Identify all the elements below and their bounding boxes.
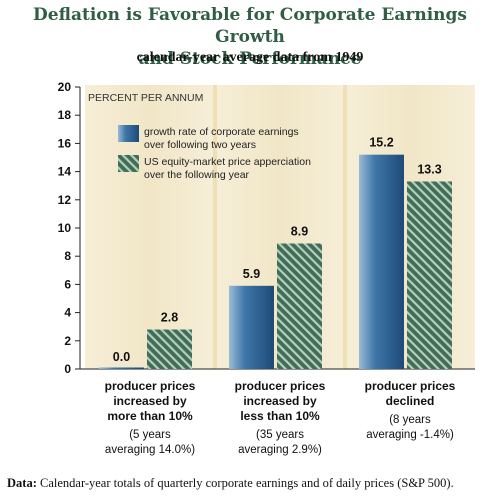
equity-appreciation-bar (147, 329, 192, 369)
legend-label-2: US equity-market price apperciation (144, 156, 311, 168)
chart-title-line-1: Deflation is Favorable for Corporate Ear… (33, 5, 467, 47)
y-tick-label: 6 (64, 277, 71, 291)
category-note: averaging -1.4%) (366, 429, 454, 441)
category-panel-1 (85, 85, 215, 369)
bar-layer: 0.0 5.9 15.2 2.8 8.9 13.3 (99, 136, 452, 369)
legend-swatch-1 (118, 125, 139, 142)
y-tick-label: 12 (58, 193, 72, 207)
data-footnote: Data: Calendar-year totals of quarterly … (7, 476, 497, 491)
earnings-growth-bar (359, 154, 404, 369)
y-axis-label: PERCENT PER ANNUM (88, 92, 203, 104)
category-label: less than 10% (240, 409, 320, 423)
earnings-growth-bar (229, 285, 274, 369)
y-tick-label: 18 (58, 108, 72, 122)
category-label: increased by (113, 394, 187, 408)
category-note: (5 years (129, 429, 171, 441)
bar-value-label: 13.3 (417, 162, 441, 176)
legend-swatch-2 (118, 155, 139, 172)
equity-appreciation-bar (277, 243, 322, 369)
category-label: more than 10% (107, 409, 193, 423)
footnote-label: Data: (7, 476, 37, 490)
category-note: averaging 2.9%) (238, 444, 322, 456)
category-note: (35 years (256, 429, 304, 441)
panel-separator (343, 85, 347, 369)
panel-separator (213, 85, 217, 369)
y-tick-label: 20 (58, 80, 72, 94)
category-label: increased by (243, 394, 317, 408)
category-note: (8 years (389, 414, 431, 426)
y-tick-label: 16 (58, 136, 72, 150)
y-tick-label: 14 (58, 165, 72, 179)
bar-value-label: 0.0 (113, 350, 130, 364)
category-label: declined (386, 394, 435, 408)
bar-chart: 0 2 4 6 8 10 12 14 16 18 20 PERCENT PER ANNUM 0.0 5.… (58, 80, 475, 456)
equity-appreciation-bar (407, 181, 452, 369)
bar-value-label: 2.8 (161, 311, 178, 325)
category-note: averaging 14.0%) (105, 444, 195, 456)
bar-value-label: 15.2 (369, 136, 393, 150)
y-tick-label: 2 (64, 334, 71, 348)
category-label: producer prices (105, 379, 196, 393)
y-tick-label: 4 (64, 306, 71, 320)
legend-label-2: over the following year (144, 169, 250, 181)
chart-subtitle: calendar-year average data from 1949 (136, 50, 364, 65)
category-label: producer prices (365, 379, 456, 393)
legend-label-1: growth rate of corporate earnings (144, 126, 299, 138)
chart-title-line-2: and Stock Performance (138, 49, 362, 69)
y-tick-label: 8 (64, 249, 71, 263)
bar-value-label: 8.9 (291, 225, 308, 239)
earnings-growth-bar (99, 367, 144, 369)
footnote-text: Calendar-year totals of quarterly corpor… (39, 476, 454, 490)
chart-title: Deflation is Favorable for Corporate Ear… (0, 4, 500, 70)
y-tick-label: 0 (64, 362, 71, 376)
bar-value-label: 5.9 (243, 267, 260, 281)
category-label: producer prices (235, 379, 326, 393)
legend-label-1: over following two years (144, 139, 256, 151)
y-tick-label: 10 (58, 221, 72, 235)
